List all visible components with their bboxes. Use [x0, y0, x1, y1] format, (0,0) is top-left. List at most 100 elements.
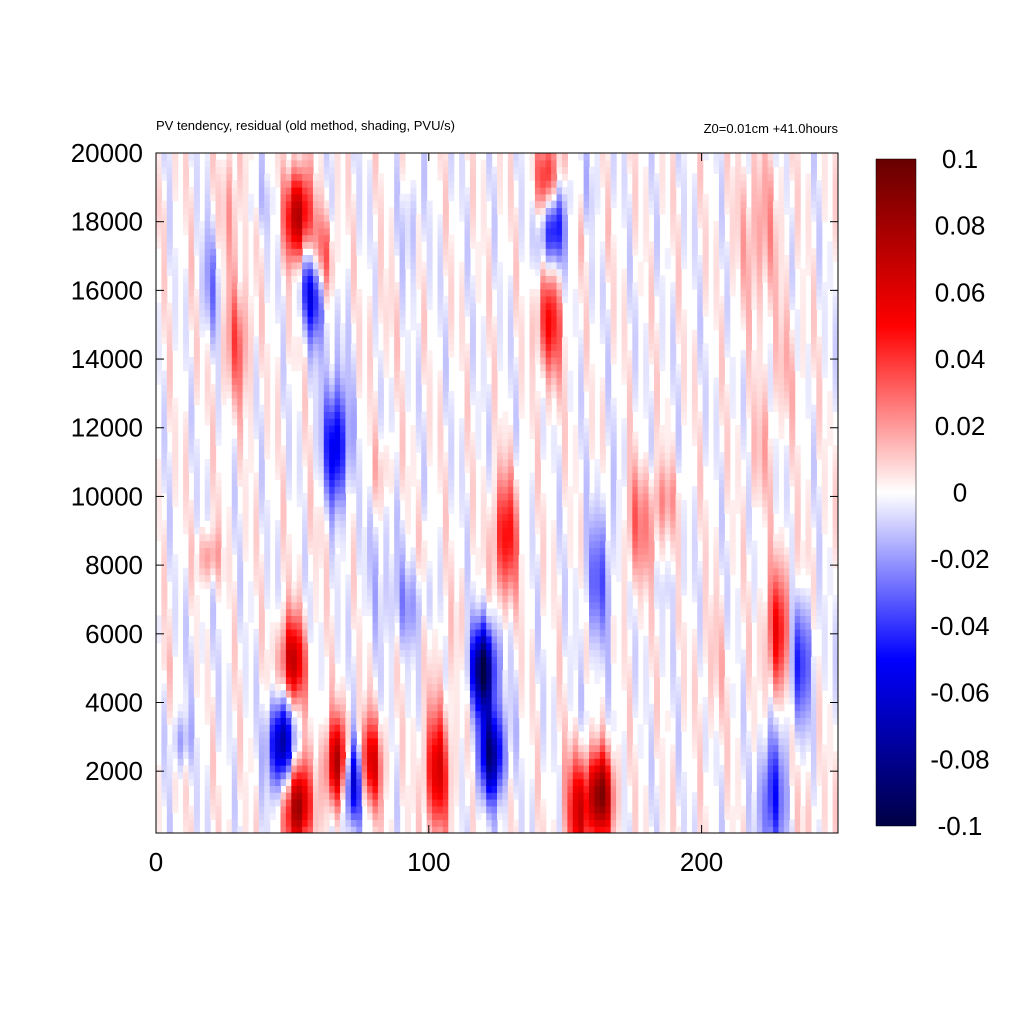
- heatmap-cell: [329, 812, 336, 820]
- heatmap-cell: [334, 771, 341, 780]
- heatmap-cell: [242, 683, 249, 691]
- heatmap-cell: [594, 540, 601, 548]
- heatmap-cell: [356, 608, 363, 616]
- heatmap-cell: [415, 588, 422, 596]
- heatmap-cell: [621, 731, 628, 739]
- heatmap-cell: [691, 744, 698, 752]
- heatmap-cell: [193, 758, 200, 766]
- heatmap-cell: [291, 642, 298, 650]
- heatmap-cell: [621, 778, 628, 786]
- heatmap-cell: [237, 778, 244, 786]
- heatmap-cell: [529, 785, 536, 793]
- heatmap-cell: [469, 778, 476, 786]
- heatmap-cell: [291, 744, 298, 752]
- heatmap-cell: [215, 717, 222, 725]
- heatmap-cell: [231, 506, 238, 514]
- heatmap-cell: [345, 785, 352, 793]
- heatmap-cell: [643, 554, 650, 562]
- heatmap-cell: [204, 690, 211, 698]
- heatmap-cell: [556, 506, 563, 514]
- heatmap-cell: [821, 676, 828, 684]
- heatmap-cell: [572, 663, 579, 671]
- heatmap-cell: [610, 486, 617, 494]
- heatmap-cell: [567, 785, 574, 793]
- heatmap-cell: [783, 588, 790, 596]
- heatmap-cell: [334, 731, 341, 739]
- heatmap-cell: [589, 826, 596, 833]
- heatmap-cell: [810, 758, 817, 766]
- heatmap-cell: [426, 819, 433, 827]
- heatmap-cell: [448, 554, 455, 562]
- heatmap-cell: [172, 751, 179, 759]
- heatmap-cell: [708, 656, 715, 664]
- heatmap-cell: [745, 642, 752, 650]
- heatmap-cell: [653, 744, 660, 752]
- heatmap-cell: [718, 717, 725, 725]
- heatmap-cell: [269, 758, 276, 766]
- heatmap-cell: [659, 513, 666, 521]
- heatmap-cell: [334, 527, 341, 535]
- heatmap-cell: [156, 826, 163, 833]
- heatmap-cell: [242, 826, 249, 833]
- heatmap-cell: [778, 615, 785, 623]
- heatmap-cell: [616, 527, 623, 535]
- heatmap-cell: [800, 690, 807, 698]
- heatmap-cell: [594, 805, 601, 814]
- heatmap-cell: [253, 710, 260, 718]
- heatmap-cell: [561, 601, 568, 610]
- heatmap-cell: [491, 751, 498, 759]
- heatmap-cell: [275, 649, 282, 657]
- heatmap-cell: [816, 588, 823, 596]
- heatmap-cell: [821, 656, 828, 664]
- heatmap-cell: [350, 826, 357, 833]
- heatmap-cell: [280, 499, 287, 508]
- heatmap-cell: [675, 595, 682, 603]
- heatmap-cell: [275, 472, 282, 480]
- heatmap-cell: [697, 567, 704, 576]
- heatmap-cell: [653, 649, 660, 657]
- heatmap-cell: [166, 717, 173, 725]
- heatmap-cell: [432, 731, 439, 739]
- heatmap-cell: [388, 663, 395, 671]
- heatmap-cell: [816, 724, 823, 732]
- heatmap-cell: [448, 479, 455, 487]
- heatmap-cell: [475, 561, 482, 569]
- heatmap-cell: [285, 486, 292, 494]
- heatmap-cell: [253, 635, 260, 644]
- heatmap-cell: [599, 540, 606, 548]
- heatmap-cell: [507, 486, 514, 494]
- heatmap-cell: [329, 486, 336, 494]
- heatmap-cell: [810, 506, 817, 514]
- heatmap-cell: [345, 608, 352, 616]
- heatmap-cell: [204, 567, 211, 576]
- heatmap-cell: [237, 737, 244, 746]
- heatmap-cell: [773, 703, 780, 712]
- heatmap-cell: [210, 601, 217, 610]
- heatmap-cell: [643, 812, 650, 820]
- heatmap-cell: [578, 765, 585, 773]
- heatmap-cell: [697, 493, 704, 501]
- heatmap-cell: [275, 581, 282, 589]
- heatmap-cell: [659, 588, 666, 596]
- heatmap-cell: [426, 737, 433, 746]
- heatmap-cell: [745, 581, 752, 589]
- heatmap-cell: [161, 595, 168, 603]
- heatmap-cell: [534, 601, 541, 610]
- heatmap-cell: [745, 826, 752, 833]
- heatmap-cell: [616, 533, 623, 542]
- heatmap-cell: [762, 690, 769, 698]
- heatmap-cell: [800, 554, 807, 562]
- heatmap-cell: [415, 710, 422, 718]
- heatmap-cell: [215, 595, 222, 603]
- heatmap-cell: [161, 690, 168, 698]
- heatmap-cell: [215, 690, 222, 698]
- heatmap-cell: [404, 826, 411, 833]
- heatmap-cell: [783, 792, 790, 800]
- heatmap-cell: [735, 656, 742, 664]
- heatmap-cell: [394, 472, 401, 480]
- heatmap-cell: [453, 622, 460, 630]
- heatmap-cell: [502, 717, 509, 725]
- heatmap-cell: [664, 520, 671, 528]
- heatmap-cell: [334, 533, 341, 542]
- heatmap-cell: [556, 472, 563, 480]
